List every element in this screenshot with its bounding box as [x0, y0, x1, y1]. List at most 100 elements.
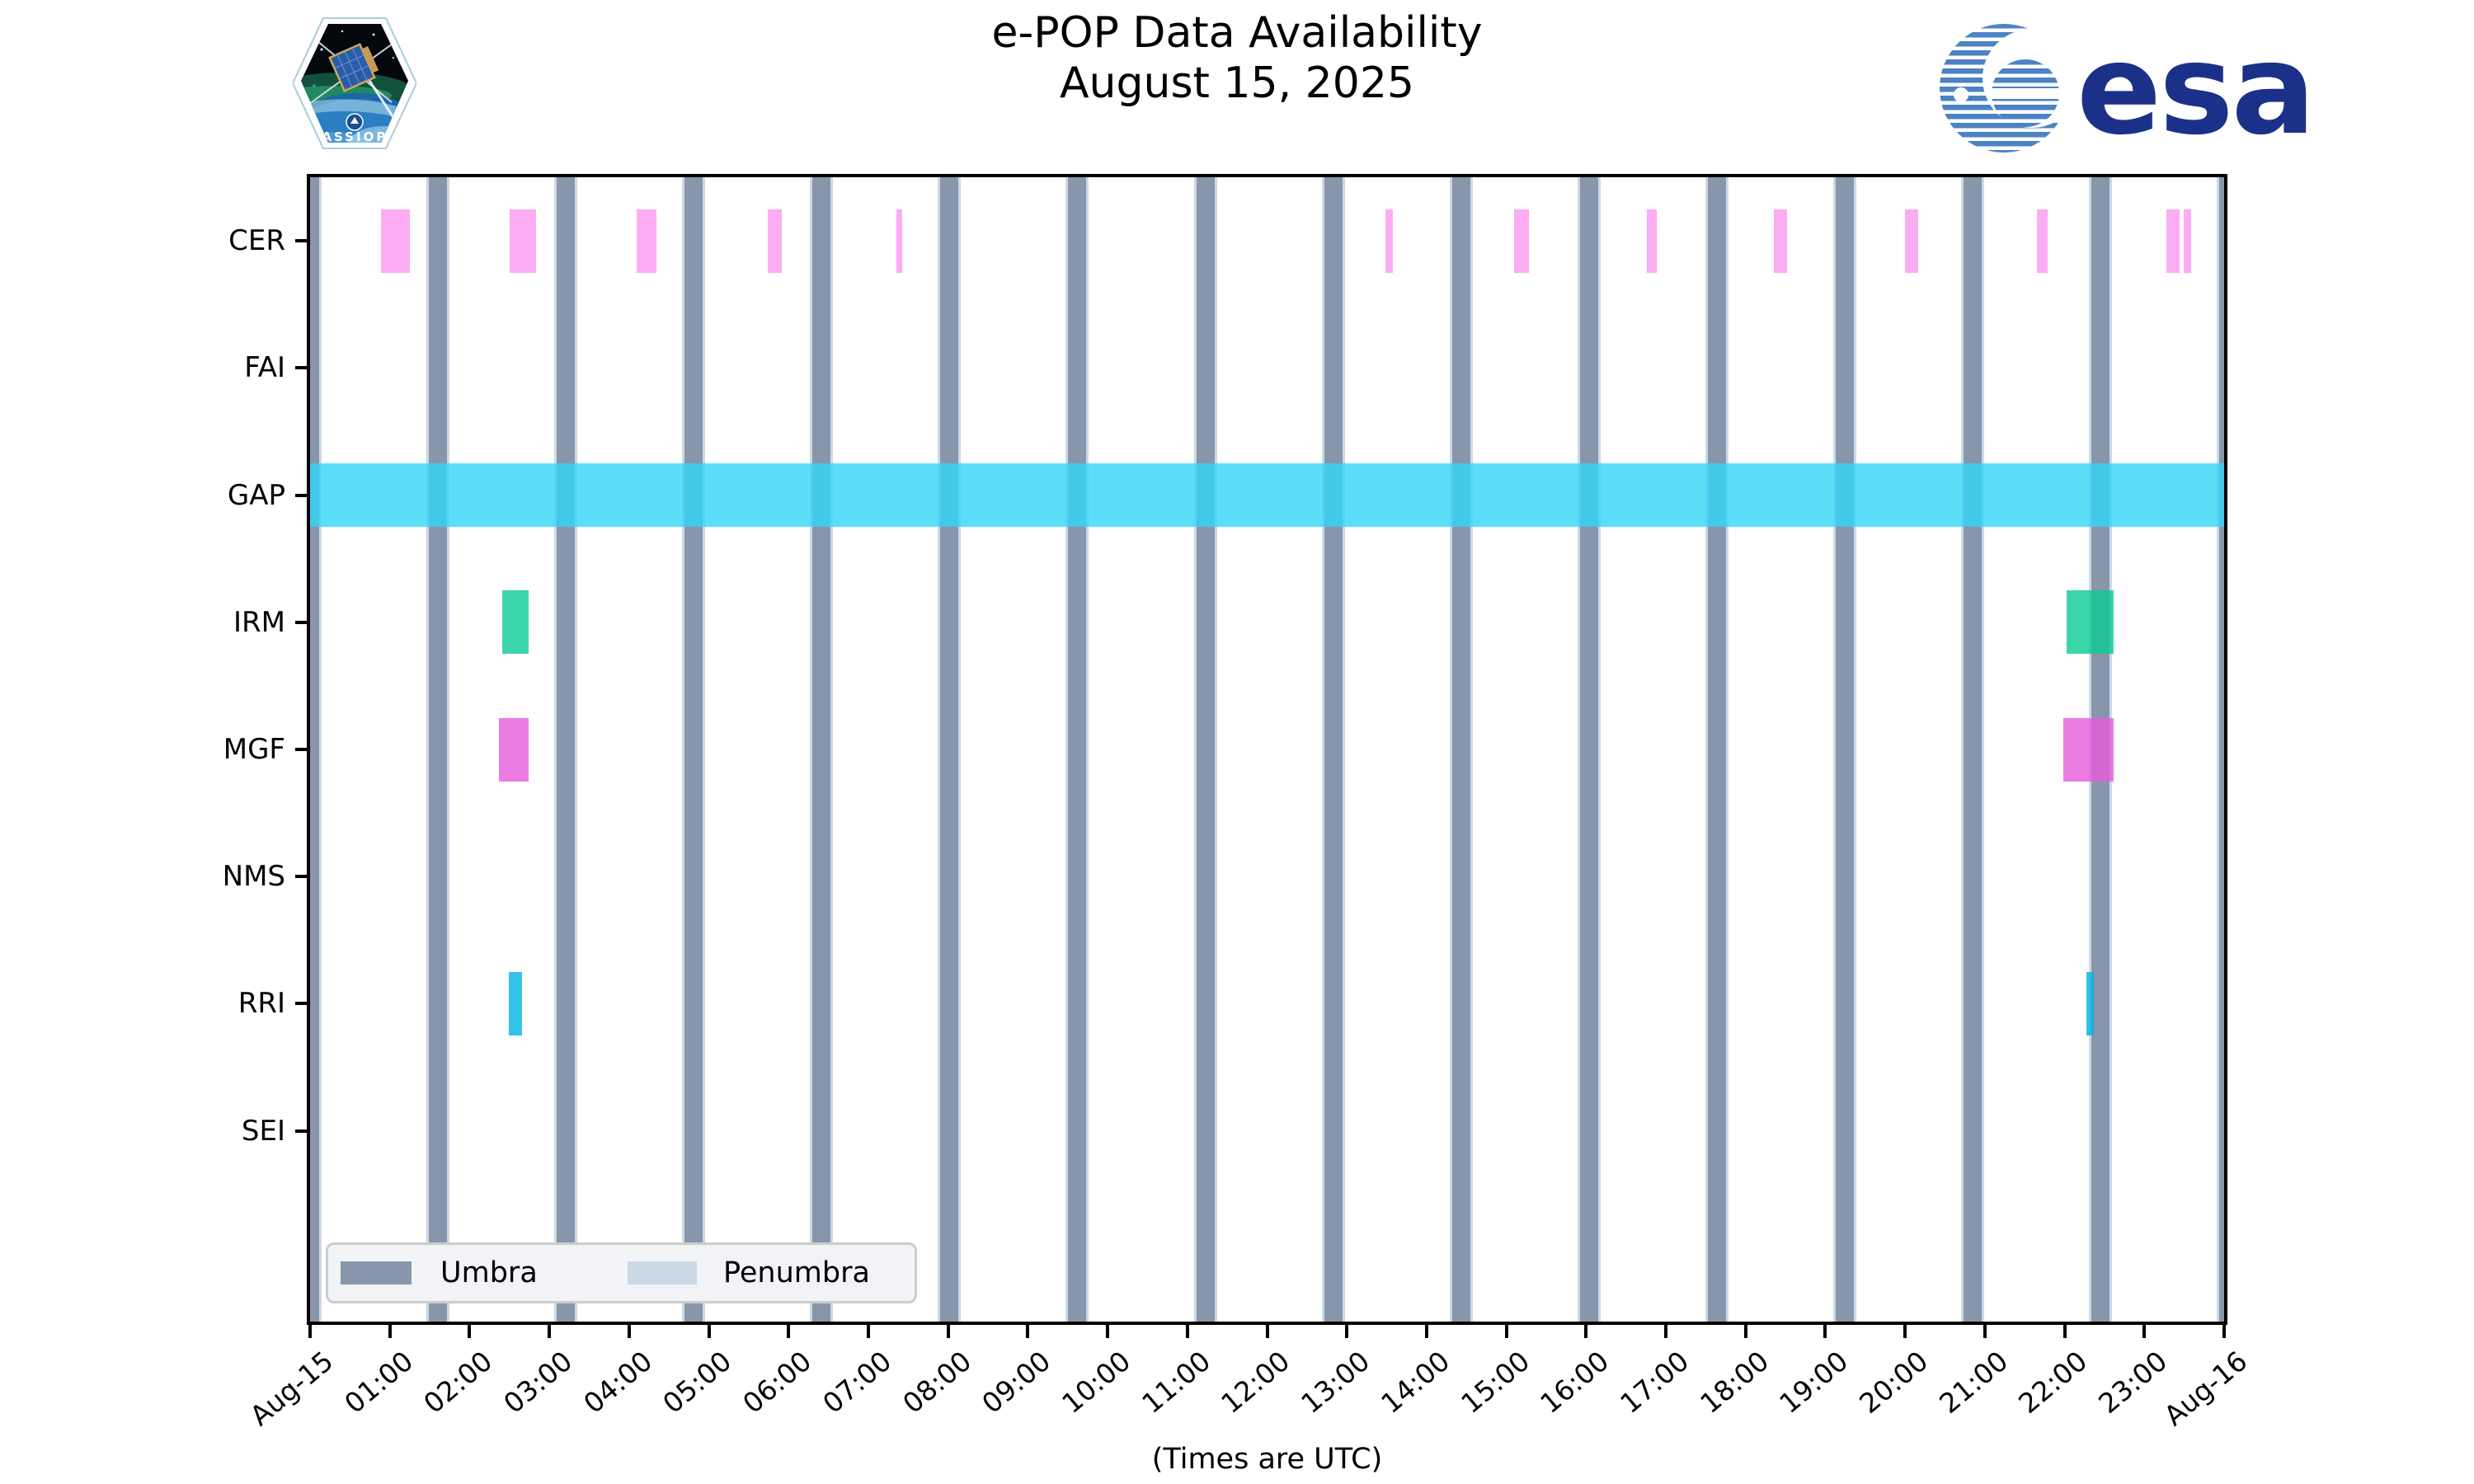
x-axis-tick	[1743, 1325, 1747, 1338]
x-tick-label: 03:00	[497, 1345, 579, 1421]
y-axis-tick	[295, 366, 308, 370]
x-axis-tick	[1424, 1325, 1428, 1338]
page-subtitle: August 15, 2025	[1059, 59, 1415, 109]
rri-availability-bar	[2086, 971, 2095, 1036]
rri-availability-bar	[508, 971, 522, 1036]
x-tick-label: 10:00	[1056, 1345, 1137, 1421]
row-label-fai: FAI	[244, 351, 285, 385]
legend-swatch-penumbra	[628, 1261, 697, 1284]
x-axis-tick	[1265, 1325, 1269, 1338]
cer-availability-bar	[767, 209, 783, 273]
umbra-bar	[426, 177, 449, 1322]
row-label-sei: SEI	[241, 1114, 285, 1148]
irm-availability-bar	[2067, 590, 2114, 655]
x-axis-tick	[1106, 1325, 1110, 1338]
y-axis-tick	[295, 493, 308, 497]
row-label-cer: CER	[228, 224, 285, 258]
umbra-bar	[554, 177, 578, 1322]
cer-availability-bar	[1385, 209, 1394, 273]
x-tick-label: 06:00	[736, 1345, 818, 1421]
x-axis-tick	[1504, 1325, 1508, 1338]
x-axis-caption: (Times are UTC)	[1151, 1443, 1383, 1476]
x-tick-label: 01:00	[337, 1345, 419, 1421]
umbra-bar	[1449, 177, 1473, 1322]
x-tick-label: 08:00	[896, 1345, 977, 1421]
umbra-bar	[1833, 177, 1857, 1322]
x-tick-label: 22:00	[2012, 1345, 2094, 1421]
x-axis-tick	[1584, 1325, 1588, 1338]
y-axis-tick	[295, 875, 308, 879]
x-tick-label: Aug-15	[243, 1345, 340, 1432]
umbra-bar	[2217, 177, 2224, 1322]
esa-logo: esa	[1940, 16, 2316, 162]
irm-availability-bar	[501, 590, 529, 655]
cer-availability-bar	[1514, 209, 1529, 273]
umbra-bar	[1065, 177, 1089, 1322]
cer-availability-bar	[1904, 209, 1919, 273]
x-tick-label: 20:00	[1853, 1345, 1935, 1421]
row-label-gap: GAP	[227, 478, 285, 512]
x-axis-tick	[2142, 1325, 2147, 1338]
x-tick-label: 12:00	[1215, 1345, 1296, 1421]
x-axis-tick	[787, 1325, 791, 1338]
legend: Umbra Penumbra	[326, 1242, 917, 1303]
gap-availability-bar	[310, 463, 2224, 528]
x-tick-label: 09:00	[976, 1345, 1057, 1421]
cer-availability-bar	[380, 209, 410, 273]
plot-area: Umbra Penumbra	[307, 174, 2227, 1325]
umbra-bar	[1321, 177, 1345, 1322]
x-tick-label: 18:00	[1693, 1345, 1775, 1421]
x-axis-tick	[1185, 1325, 1189, 1338]
row-label-mgf: MGF	[223, 733, 285, 766]
cer-availability-bar	[510, 209, 536, 273]
umbra-bar	[810, 177, 834, 1322]
x-axis-tick	[627, 1325, 631, 1338]
x-axis-tick	[388, 1325, 392, 1338]
x-tick-label: 16:00	[1534, 1345, 1616, 1421]
cassiope-patch-text: CASSIOPE	[310, 129, 398, 144]
umbra-bar	[682, 177, 706, 1322]
x-axis-tick	[1345, 1325, 1349, 1338]
cer-availability-bar	[1646, 209, 1657, 273]
mgf-availability-bar	[499, 717, 529, 782]
cer-availability-bar	[2184, 209, 2192, 273]
x-tick-label: 17:00	[1614, 1345, 1696, 1421]
x-tick-label: 05:00	[656, 1345, 738, 1421]
umbra-bar	[1961, 177, 1985, 1322]
umbra-bar	[1705, 177, 1729, 1322]
x-tick-label: 02:00	[417, 1345, 499, 1421]
x-axis-tick	[1903, 1325, 1907, 1338]
legend-swatch-umbra	[341, 1261, 412, 1284]
x-tick-label: 11:00	[1135, 1345, 1216, 1421]
x-axis-tick	[1026, 1325, 1030, 1338]
x-tick-label: 13:00	[1295, 1345, 1376, 1421]
umbra-bar	[938, 177, 962, 1322]
page-title: e-POP Data Availability	[991, 8, 1483, 58]
x-tick-label: Aug-16	[2157, 1345, 2254, 1432]
cer-availability-bar	[2166, 209, 2180, 273]
x-axis-tick	[946, 1325, 950, 1338]
x-tick-label: 15:00	[1454, 1345, 1536, 1421]
cer-availability-bar	[896, 209, 902, 273]
y-axis-tick	[295, 1129, 308, 1133]
legend-label-umbra: Umbra	[440, 1256, 538, 1289]
x-axis-tick	[866, 1325, 870, 1338]
x-tick-label: 14:00	[1375, 1345, 1456, 1421]
esa-logo-text: esa	[2077, 16, 2313, 162]
x-axis-tick	[707, 1325, 711, 1338]
x-tick-label: 19:00	[1773, 1345, 1855, 1421]
cer-availability-bar	[2036, 209, 2048, 273]
y-axis-tick	[295, 748, 308, 751]
cer-availability-bar	[1773, 209, 1787, 273]
x-axis-tick	[1664, 1325, 1668, 1338]
row-label-nms: NMS	[222, 860, 285, 894]
cer-availability-bar	[637, 209, 656, 273]
x-axis-tick	[308, 1325, 312, 1338]
umbra-bar	[1577, 177, 1601, 1322]
x-axis-tick	[548, 1325, 552, 1338]
x-tick-label: 21:00	[1933, 1345, 2014, 1421]
y-axis-tick	[295, 1002, 308, 1006]
x-axis-tick	[2222, 1325, 2226, 1338]
umbra-bar	[310, 177, 322, 1322]
